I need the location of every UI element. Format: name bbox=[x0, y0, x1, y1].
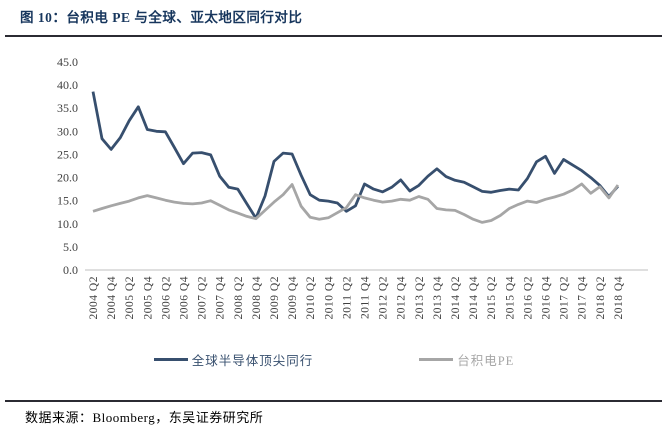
y-tick-label: 35.0 bbox=[57, 101, 78, 115]
x-tick-label: 2012 Q4 bbox=[396, 276, 408, 319]
x-tick-label: 2007 Q2 bbox=[197, 276, 209, 319]
y-tick-label: 25.0 bbox=[57, 147, 78, 161]
x-tick-label: 2004 Q2 bbox=[88, 276, 100, 319]
legend-item-global-peers: 全球半导体顶尖同行 bbox=[153, 350, 314, 369]
y-tick-label: 45.0 bbox=[57, 55, 78, 69]
legend-label-tsmc-pe: 台积电PE bbox=[457, 354, 515, 368]
y-tick-label: 20.0 bbox=[57, 171, 78, 185]
y-tick-label: 0.0 bbox=[63, 263, 78, 277]
x-tick-label: 2010 Q2 bbox=[305, 276, 317, 319]
x-tick-label: 2011 Q4 bbox=[360, 276, 372, 319]
legend-label-global-peers: 全球半导体顶尖同行 bbox=[191, 354, 314, 368]
figure-title: 图 10：台积电 PE 与全球、亚太地区同行对比 bbox=[20, 10, 303, 25]
top-rule bbox=[5, 35, 662, 37]
x-tick-label: 2015 Q2 bbox=[486, 276, 498, 319]
x-tick-label: 2005 Q4 bbox=[142, 276, 154, 319]
x-tick-label: 2017 Q4 bbox=[577, 276, 589, 319]
x-tick-label: 2012 Q2 bbox=[378, 276, 390, 319]
x-tick-label: 2004 Q4 bbox=[106, 276, 118, 319]
x-tick-label: 2010 Q4 bbox=[323, 276, 335, 319]
chart-canvas: 0.0 5.0 10.0 15.0 20.0 25.0 30.0 35.0 40.0 45.0 20… bbox=[57, 55, 648, 319]
x-tick-label: 2016 Q2 bbox=[522, 276, 534, 319]
x-tick-label: 2018 Q2 bbox=[595, 276, 607, 319]
bottom-rule bbox=[5, 400, 662, 402]
x-tick-label: 2006 Q2 bbox=[160, 276, 172, 319]
series-line-global_semiconductor_peers bbox=[91, 91, 619, 220]
x-tick-label: 2009 Q4 bbox=[287, 276, 299, 319]
x-tick-label: 2007 Q4 bbox=[215, 276, 227, 319]
x-tick-label: 2014 Q4 bbox=[468, 276, 480, 319]
x-tick-label: 2013 Q2 bbox=[414, 276, 426, 319]
legend-line-swatch-tsmc-pe bbox=[419, 358, 454, 361]
x-tick-label: 2008 Q4 bbox=[251, 276, 263, 319]
legend: 全球半导体顶尖同行 台积电PE bbox=[0, 350, 668, 369]
x-tick-label: 2015 Q4 bbox=[504, 276, 516, 319]
series-line-tsmc_pe bbox=[92, 182, 620, 224]
x-tick-label: 2008 Q2 bbox=[233, 276, 245, 319]
x-tick-label: 2016 Q4 bbox=[541, 276, 553, 319]
y-tick-label: 30.0 bbox=[57, 124, 78, 138]
x-tick-label: 2009 Q2 bbox=[269, 276, 281, 319]
y-tick-label: 15.0 bbox=[57, 194, 78, 208]
legend-item-tsmc-pe: 台积电PE bbox=[419, 350, 514, 369]
x-tick-label: 2005 Q2 bbox=[124, 276, 136, 319]
x-tick-label: 2013 Q4 bbox=[432, 276, 444, 319]
x-tick-label: 2011 Q2 bbox=[341, 276, 353, 319]
x-tick-label: 2017 Q2 bbox=[559, 276, 571, 319]
x-tick-label: 2014 Q2 bbox=[450, 276, 462, 319]
chart-area: 0.0 5.0 10.0 15.0 20.0 25.0 30.0 35.0 40.0 45.0 20… bbox=[0, 48, 668, 348]
x-tick-label: 2006 Q4 bbox=[179, 276, 191, 319]
legend-line-swatch-global-peers bbox=[153, 358, 188, 361]
data-source: 数据来源：Bloomberg，东吴证券研究所 bbox=[25, 410, 264, 425]
x-tick-label: 2018 Q4 bbox=[613, 276, 625, 319]
y-tick-label: 5.0 bbox=[63, 240, 78, 254]
y-tick-label: 40.0 bbox=[57, 78, 78, 92]
y-tick-label: 10.0 bbox=[57, 217, 78, 231]
